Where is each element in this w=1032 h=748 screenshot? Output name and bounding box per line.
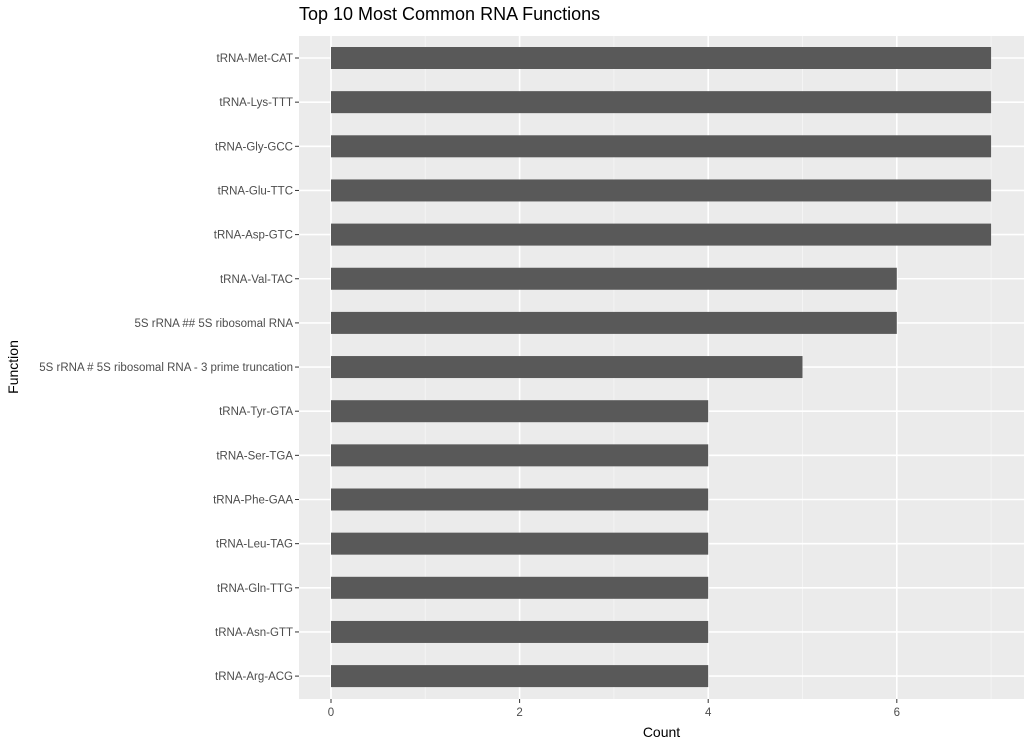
bar xyxy=(331,620,709,643)
bar xyxy=(331,665,709,688)
bar xyxy=(331,488,709,511)
y-tick-label: tRNA-Asp-GTC xyxy=(214,230,293,242)
y-axis-title: Function xyxy=(5,340,21,394)
chart-title: Top 10 Most Common RNA Functions xyxy=(299,4,600,24)
x-axis: 0 2 4 6 xyxy=(328,699,900,719)
bar xyxy=(331,400,709,423)
x-tick-label: 6 xyxy=(894,707,900,719)
bar xyxy=(331,135,992,158)
bar xyxy=(331,356,803,379)
bar xyxy=(331,532,709,555)
bar xyxy=(331,576,709,599)
bar xyxy=(331,267,897,290)
bar xyxy=(331,311,897,334)
y-axis: tRNA-Met-CAT tRNA-Lys-TTT tRNA-Gly-GCC tRNA… xyxy=(39,53,299,683)
y-tick-label: tRNA-Tyr-GTA xyxy=(219,406,293,418)
y-tick-label: tRNA-Phe-GAA xyxy=(213,495,293,507)
x-tick-label: 2 xyxy=(516,707,522,719)
bar xyxy=(331,444,709,467)
bar xyxy=(331,91,992,114)
bar xyxy=(331,223,992,246)
x-axis-title: Count xyxy=(643,724,680,740)
y-tick-label: tRNA-Leu-TAG xyxy=(216,539,293,551)
y-tick-label: tRNA-Arg-ACG xyxy=(215,671,293,683)
y-tick-label: tRNA-Val-TAC xyxy=(220,274,293,286)
bar xyxy=(331,179,992,202)
y-tick-label: tRNA-Gln-TTG xyxy=(217,583,293,595)
y-tick-label: tRNA-Met-CAT xyxy=(217,53,293,65)
y-tick-label: tRNA-Asn-GTT xyxy=(215,627,293,639)
y-tick-label: tRNA-Gly-GCC xyxy=(215,141,293,153)
x-tick-label: 0 xyxy=(328,707,334,719)
y-tick-label: 5S rRNA # 5S ribosomal RNA - 3 prime tru… xyxy=(39,362,293,374)
x-tick-label: 4 xyxy=(705,707,712,719)
y-tick-label: tRNA-Glu-TTC xyxy=(218,185,293,197)
y-tick-label: tRNA-Ser-TGA xyxy=(216,450,293,462)
bar xyxy=(331,47,992,69)
y-tick-label: 5S rRNA ## 5S ribosomal RNA xyxy=(134,318,293,330)
bars xyxy=(331,47,992,688)
y-tick-label: tRNA-Lys-TTT xyxy=(219,97,293,109)
